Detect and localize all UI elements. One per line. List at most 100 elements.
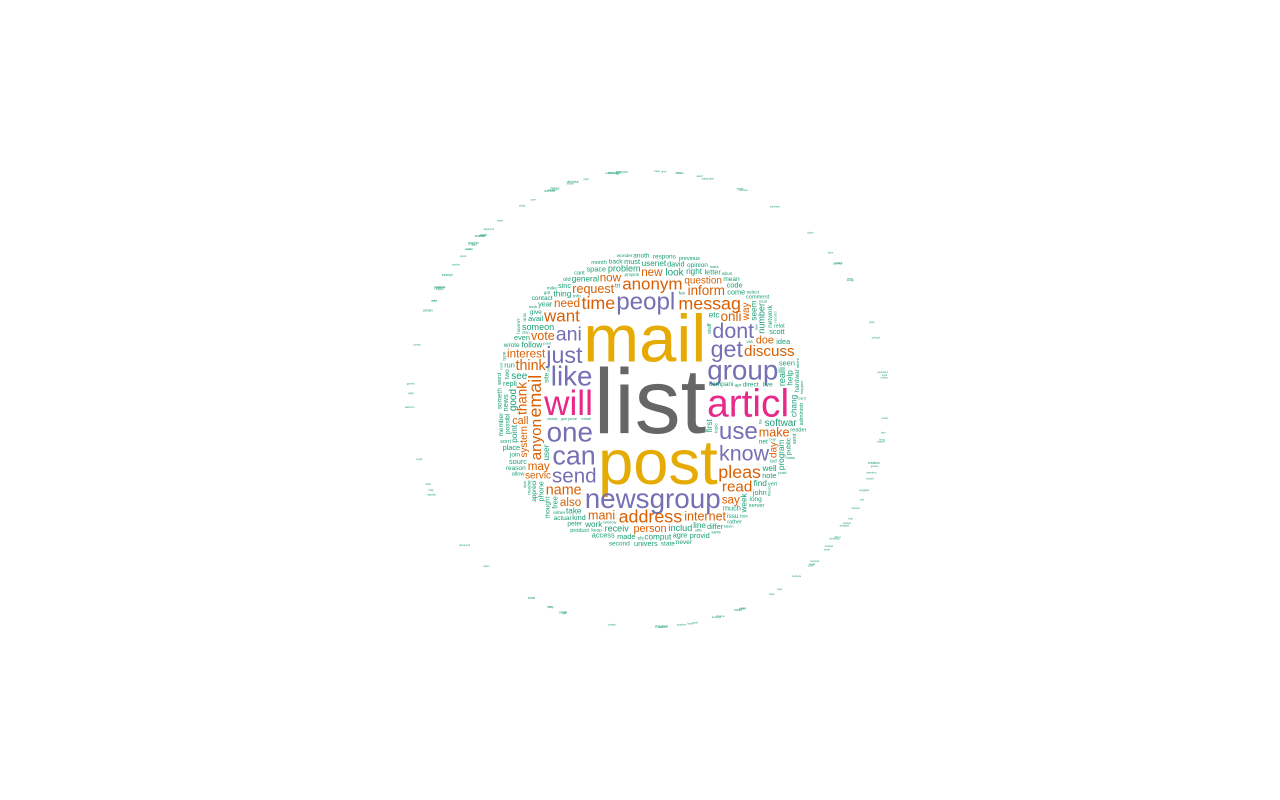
word-interest: interest — [507, 348, 546, 361]
word-access: access — [592, 531, 615, 540]
word-short: short — [662, 626, 668, 629]
word-cant: cant — [574, 271, 585, 277]
word-group: group — [707, 355, 778, 386]
word-goe: goe — [561, 416, 568, 421]
word-els: els — [638, 536, 645, 542]
word-network: network — [767, 304, 774, 327]
word-look: look — [665, 268, 683, 279]
word-help: help — [785, 370, 794, 386]
word-techniqu: techniqu — [712, 616, 722, 619]
word-seem: seem — [750, 300, 759, 320]
word-first: first — [705, 418, 714, 432]
word-caus: caus — [777, 588, 783, 591]
word-send: send — [552, 464, 597, 487]
word-previous: previous — [679, 256, 700, 262]
word-request: request — [572, 282, 614, 296]
word-open: open — [584, 178, 590, 181]
word-right: right — [686, 267, 703, 276]
word-check: check — [547, 416, 557, 421]
word-etc: etc — [709, 311, 720, 320]
word-softwar: softwar — [765, 418, 798, 429]
word-someon: someon — [522, 322, 554, 332]
word-mode: mode — [882, 417, 889, 420]
word-know: know — [719, 441, 770, 465]
word-anonym: anonym — [622, 275, 682, 294]
word-world: world — [739, 608, 746, 611]
word-card: card — [798, 395, 806, 400]
word-contrib: contrib — [480, 233, 488, 236]
word-forum: forum — [687, 623, 693, 626]
word-like: like — [551, 360, 593, 391]
word-reply: reply — [548, 606, 554, 609]
word-will: will — [543, 384, 593, 423]
word-thread: thread — [677, 172, 685, 175]
word-event: event — [431, 300, 437, 303]
word-provid: provid — [690, 531, 710, 540]
word-need: need — [554, 297, 580, 310]
word-creation: creation — [868, 461, 880, 465]
word-jame: jame — [567, 416, 577, 421]
word-book: book — [529, 304, 538, 309]
word-thing: thing — [554, 290, 572, 299]
word-sell: sell — [546, 366, 551, 372]
word-document: document — [459, 544, 470, 547]
word-face: face — [881, 431, 886, 434]
word-hardwar: hardwar — [794, 368, 801, 392]
word-contain: contain — [608, 624, 617, 627]
word-administr: administr — [799, 403, 805, 426]
word-univers: univers — [634, 539, 658, 548]
word-person: person — [634, 523, 667, 535]
word-level: level — [847, 277, 853, 280]
word-state: state — [661, 540, 675, 547]
word-expect: expect — [465, 248, 473, 251]
word-pleas: pleas — [718, 462, 761, 482]
word-much: much — [723, 503, 741, 512]
word-cost: cost — [499, 362, 504, 370]
word-onli: onli — [721, 309, 742, 324]
word-want: want — [543, 307, 580, 326]
word-welcom: welcom — [405, 405, 415, 409]
word-issu: issu — [727, 513, 739, 520]
word-speak: speak — [809, 563, 816, 566]
word-reader: reader — [790, 428, 806, 434]
word-oper: oper — [531, 199, 536, 202]
word-propos: propos — [625, 272, 640, 278]
word-attent: attent — [795, 357, 800, 368]
word-doe: doe — [756, 334, 774, 346]
word-anyon: anyon — [528, 419, 545, 460]
word-server: server — [749, 503, 765, 509]
word-regular: regular — [427, 493, 436, 497]
word-guess: guess — [407, 382, 415, 386]
word-cover: cover — [675, 172, 681, 175]
word-howev: howev — [852, 506, 861, 510]
word-chang: chang — [789, 394, 798, 417]
word-space: space — [587, 265, 607, 274]
word-hold: hold — [429, 489, 434, 492]
word-graphic: graphic — [468, 241, 479, 245]
word-develop: develop — [830, 536, 840, 540]
word-inform: inform — [688, 283, 725, 298]
word-thank: thank — [515, 382, 530, 415]
word-mike: mike — [547, 286, 557, 292]
word-news: news — [501, 394, 510, 411]
word-store: store — [828, 252, 834, 255]
word-origin: origin — [559, 610, 567, 614]
word-anoth: anoth — [633, 252, 650, 259]
word-pay: pay — [563, 611, 568, 614]
word-test: test — [860, 499, 864, 502]
word-come: come — [727, 287, 745, 296]
word-curious: curious — [792, 574, 802, 578]
word-articl: articl — [707, 382, 789, 425]
word-sourc: sourc — [509, 457, 527, 466]
word-free: free — [550, 496, 559, 509]
word-count: count — [734, 608, 742, 612]
word-learn: learn — [693, 622, 699, 625]
word-return: return — [479, 235, 486, 238]
word-seen: seen — [779, 358, 795, 367]
word-bring: bring — [879, 438, 885, 441]
word-public: public — [786, 437, 793, 455]
word-week: week — [740, 492, 749, 513]
word-everyon: everyon — [616, 170, 628, 174]
word-suggest: suggest — [859, 488, 869, 492]
word-sure: sure — [711, 530, 721, 536]
